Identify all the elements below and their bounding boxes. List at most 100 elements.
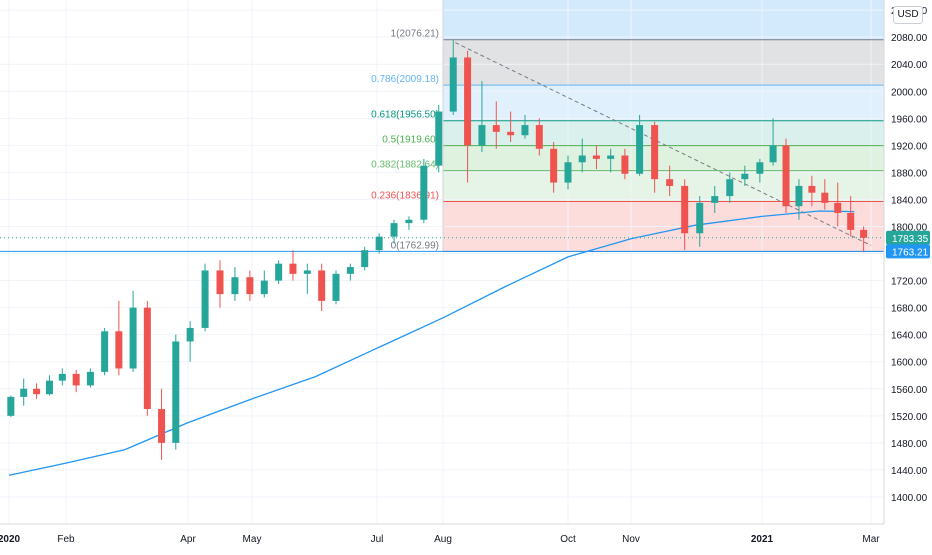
candle-down[interactable] xyxy=(847,212,855,230)
candle-down[interactable] xyxy=(33,388,41,395)
candle-up[interactable] xyxy=(346,267,354,274)
candle-down[interactable] xyxy=(492,125,500,132)
moving-average-line xyxy=(8,210,855,476)
candle-up[interactable] xyxy=(420,165,428,220)
candle-down[interactable] xyxy=(681,185,689,234)
y-tick-label: 1480.00 xyxy=(891,439,928,450)
candle-up[interactable] xyxy=(86,371,94,386)
fib-zone xyxy=(443,39,884,86)
fib-level-label: 0.5(1919.60) xyxy=(382,135,439,146)
y-tick-label: 1440.00 xyxy=(891,466,928,477)
candle-up[interactable] xyxy=(375,236,383,251)
candle-up[interactable] xyxy=(275,263,283,281)
candle-up[interactable] xyxy=(172,341,180,443)
candle-up[interactable] xyxy=(696,202,704,234)
candle-up[interactable] xyxy=(449,57,457,112)
candle-down[interactable] xyxy=(535,125,543,149)
candle-up[interactable] xyxy=(231,277,239,295)
candle-down[interactable] xyxy=(782,145,790,207)
candle-up[interactable] xyxy=(564,162,572,183)
y-tick-label: 2080.00 xyxy=(891,33,928,44)
y-tick-label: 1520.00 xyxy=(891,412,928,423)
candle-up[interactable] xyxy=(726,179,734,197)
x-tick-label: May xyxy=(243,534,262,545)
price-badge-label: 1763.21 xyxy=(892,247,929,258)
candle-down[interactable] xyxy=(651,125,659,180)
candle-up[interactable] xyxy=(129,307,137,369)
candle-down[interactable] xyxy=(621,155,629,174)
y-tick-label: 1840.00 xyxy=(891,195,928,206)
candle-down[interactable] xyxy=(666,179,674,186)
y-tick-label: 2000.00 xyxy=(891,87,928,98)
candle-up[interactable] xyxy=(20,388,28,397)
candle-up[interactable] xyxy=(186,327,194,342)
candle-up[interactable] xyxy=(405,219,413,224)
candle-up[interactable] xyxy=(201,270,209,328)
candle-up[interactable] xyxy=(741,173,749,180)
x-tick-label: Jul xyxy=(371,534,384,545)
candle-up[interactable] xyxy=(332,273,340,301)
candle-up[interactable] xyxy=(478,125,486,146)
candle-up[interactable] xyxy=(435,111,443,166)
dashed-trendline xyxy=(455,42,872,246)
y-tick-label: 1400.00 xyxy=(891,493,928,504)
candle-up[interactable] xyxy=(769,145,777,163)
candle-down[interactable] xyxy=(834,202,842,213)
y-tick-label: 1640.00 xyxy=(891,331,928,342)
candle-up[interactable] xyxy=(756,162,764,174)
candle-up[interactable] xyxy=(101,331,109,372)
candle-up[interactable] xyxy=(390,223,398,237)
fib-level-label: 0.236(1836.91) xyxy=(371,191,439,202)
currency-button[interactable]: USD xyxy=(893,6,923,24)
fib-level-label: 0.382(1882.64) xyxy=(371,160,439,171)
candle-up[interactable] xyxy=(303,270,311,274)
candle-down[interactable] xyxy=(821,192,829,203)
y-tick-label: 1720.00 xyxy=(891,277,928,288)
candle-down[interactable] xyxy=(318,270,326,301)
candle-up[interactable] xyxy=(361,250,369,268)
candle-down[interactable] xyxy=(216,270,224,295)
y-tick-label: 2040.00 xyxy=(891,60,928,71)
x-tick-label: Apr xyxy=(180,534,196,545)
candle-up[interactable] xyxy=(7,396,15,416)
price-badge-bg xyxy=(886,244,930,259)
time-axis-bg xyxy=(0,524,932,550)
candle-up[interactable] xyxy=(607,155,615,159)
candle-up[interactable] xyxy=(636,125,644,174)
candle-up[interactable] xyxy=(578,155,586,163)
candle-up[interactable] xyxy=(711,196,719,203)
y-tick-label: 1560.00 xyxy=(891,385,928,396)
candle-down[interactable] xyxy=(246,277,254,295)
candle-up[interactable] xyxy=(521,125,529,136)
candle-down[interactable] xyxy=(158,409,166,443)
fib-zone xyxy=(443,85,884,121)
candle-down[interactable] xyxy=(115,331,123,369)
y-tick-label: 1880.00 xyxy=(891,168,928,179)
candle-down[interactable] xyxy=(550,148,558,183)
candle-up[interactable] xyxy=(260,280,268,295)
candle-down[interactable] xyxy=(507,131,515,136)
y-tick-label: 1680.00 xyxy=(891,304,928,315)
candle-down[interactable] xyxy=(143,307,151,410)
price-axis-bg xyxy=(884,0,932,550)
candle-up[interactable] xyxy=(45,380,53,395)
x-tick-label: Nov xyxy=(622,534,640,545)
candle-up[interactable] xyxy=(795,185,803,207)
candle-up[interactable] xyxy=(58,373,66,381)
fib-zone-extension xyxy=(443,0,884,40)
x-tick-label: Oct xyxy=(560,534,576,545)
y-tick-label: 1920.00 xyxy=(891,141,928,152)
candle-down[interactable] xyxy=(289,263,297,274)
candle-down[interactable] xyxy=(592,155,600,159)
x-tick-label: Aug xyxy=(434,534,452,545)
x-tick-label: Mar xyxy=(862,534,880,545)
x-tick-label: 2021 xyxy=(751,534,774,545)
fib-level-label: 0.618(1956.50) xyxy=(371,110,439,121)
candle-down[interactable] xyxy=(464,57,472,146)
candle-down[interactable] xyxy=(72,373,80,386)
candle-down[interactable] xyxy=(860,229,868,238)
candle-down[interactable] xyxy=(808,185,816,193)
fib-zone xyxy=(443,120,884,146)
